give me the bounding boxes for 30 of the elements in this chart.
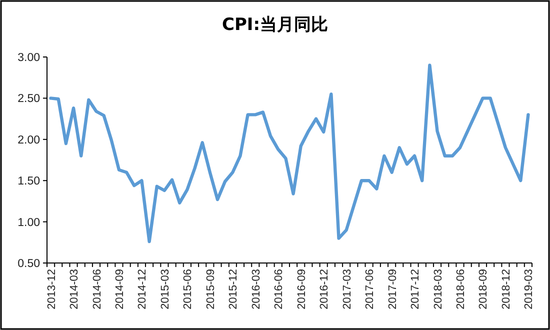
x-tick-label: 2016-06 xyxy=(273,269,286,310)
x-tick-label: 2014-12 xyxy=(136,269,149,310)
y-tick-label: 2.50 xyxy=(18,93,40,106)
x-tick-label: 2017-06 xyxy=(364,269,376,310)
x-tick-label: 2018-12 xyxy=(500,269,512,310)
x-tick-label: 2015-03 xyxy=(159,269,172,310)
x-tick-label: 2015-12 xyxy=(228,269,240,310)
x-tick-label: 2017-09 xyxy=(386,269,399,310)
y-tick-label: 0.50 xyxy=(18,258,40,270)
y-tick-label: 3.00 xyxy=(18,52,40,64)
x-tick-label: 2014-03 xyxy=(68,269,81,310)
x-tick-label: 2017-12 xyxy=(410,269,422,310)
x-tick-label: 2019-03 xyxy=(523,269,536,310)
x-tick-label: 2013-12 xyxy=(46,269,58,310)
x-tick-label: 2018-06 xyxy=(455,269,468,310)
x-tick-label: 2015-06 xyxy=(182,269,194,310)
x-tick-label: 2016-12 xyxy=(318,269,331,310)
x-tick-label: 2017-03 xyxy=(341,269,354,310)
x-tick-label: 2018-03 xyxy=(432,269,444,310)
x-tick-label: 2016-09 xyxy=(296,269,308,310)
chart-title: CPI:当月同比 xyxy=(222,15,328,35)
line-series xyxy=(49,64,530,244)
y-tick-label: 1.50 xyxy=(18,176,40,188)
x-tick-label: 2014-09 xyxy=(114,269,126,310)
x-tick-label: 2014-06 xyxy=(91,269,104,310)
y-tick-label: 1.00 xyxy=(18,216,40,229)
x-tick-label: 2018-09 xyxy=(478,269,490,310)
y-tick-label: 2.00 xyxy=(18,134,40,146)
x-tick-label: 2016-03 xyxy=(250,269,262,310)
x-tick-label: 2015-09 xyxy=(204,269,217,310)
